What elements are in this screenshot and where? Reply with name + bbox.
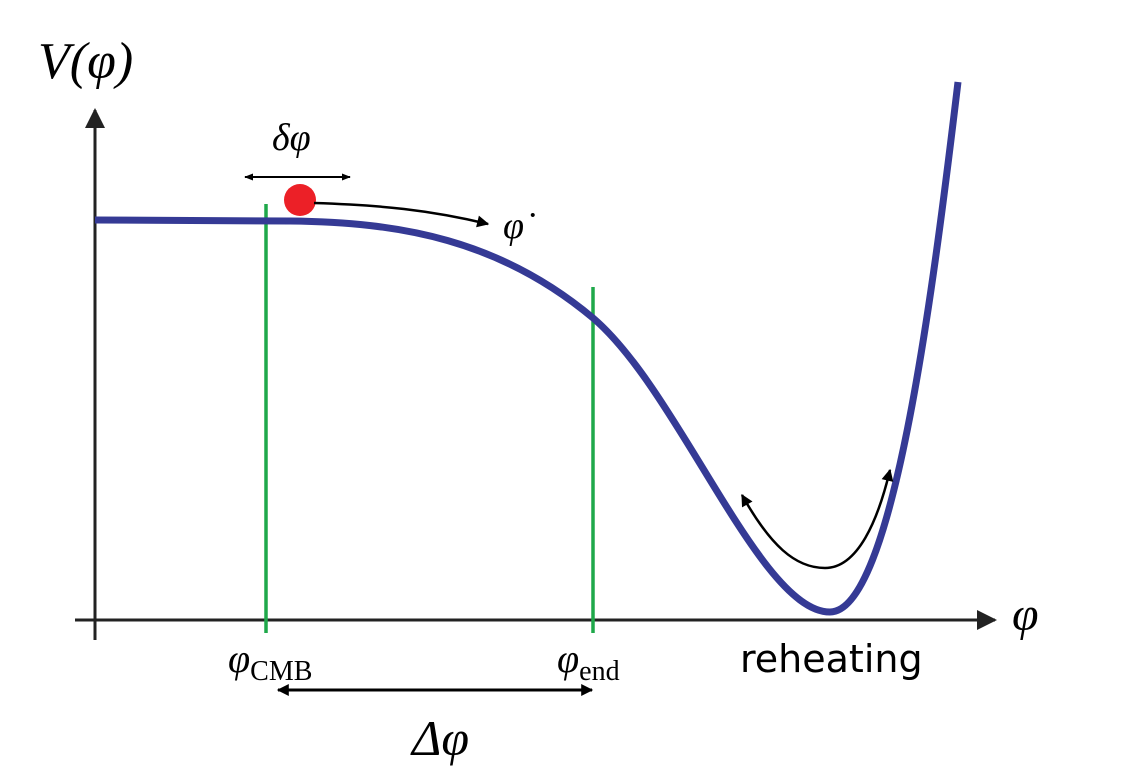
delta-phi-label: Δφ xyxy=(410,710,469,766)
cmb-symbol: φ xyxy=(228,636,250,681)
x-axis-label: φ xyxy=(1012,588,1039,641)
potential-curve xyxy=(94,81,962,616)
cmb-subscript: CMB xyxy=(250,656,312,687)
field-ball xyxy=(284,184,316,216)
end-subscript: end xyxy=(579,656,619,687)
end-symbol: φ xyxy=(557,636,579,681)
oscillation-arrow xyxy=(740,468,894,570)
reheating-label: reheating xyxy=(740,637,923,681)
end-label: φend xyxy=(557,636,620,687)
velocity-label: φ̇ xyxy=(503,205,535,247)
roll-arrow xyxy=(313,201,490,228)
potential-label: V(φ) xyxy=(38,33,133,90)
fluctuation-label: δφ xyxy=(272,117,311,159)
cmb-label: φCMB xyxy=(228,636,312,687)
